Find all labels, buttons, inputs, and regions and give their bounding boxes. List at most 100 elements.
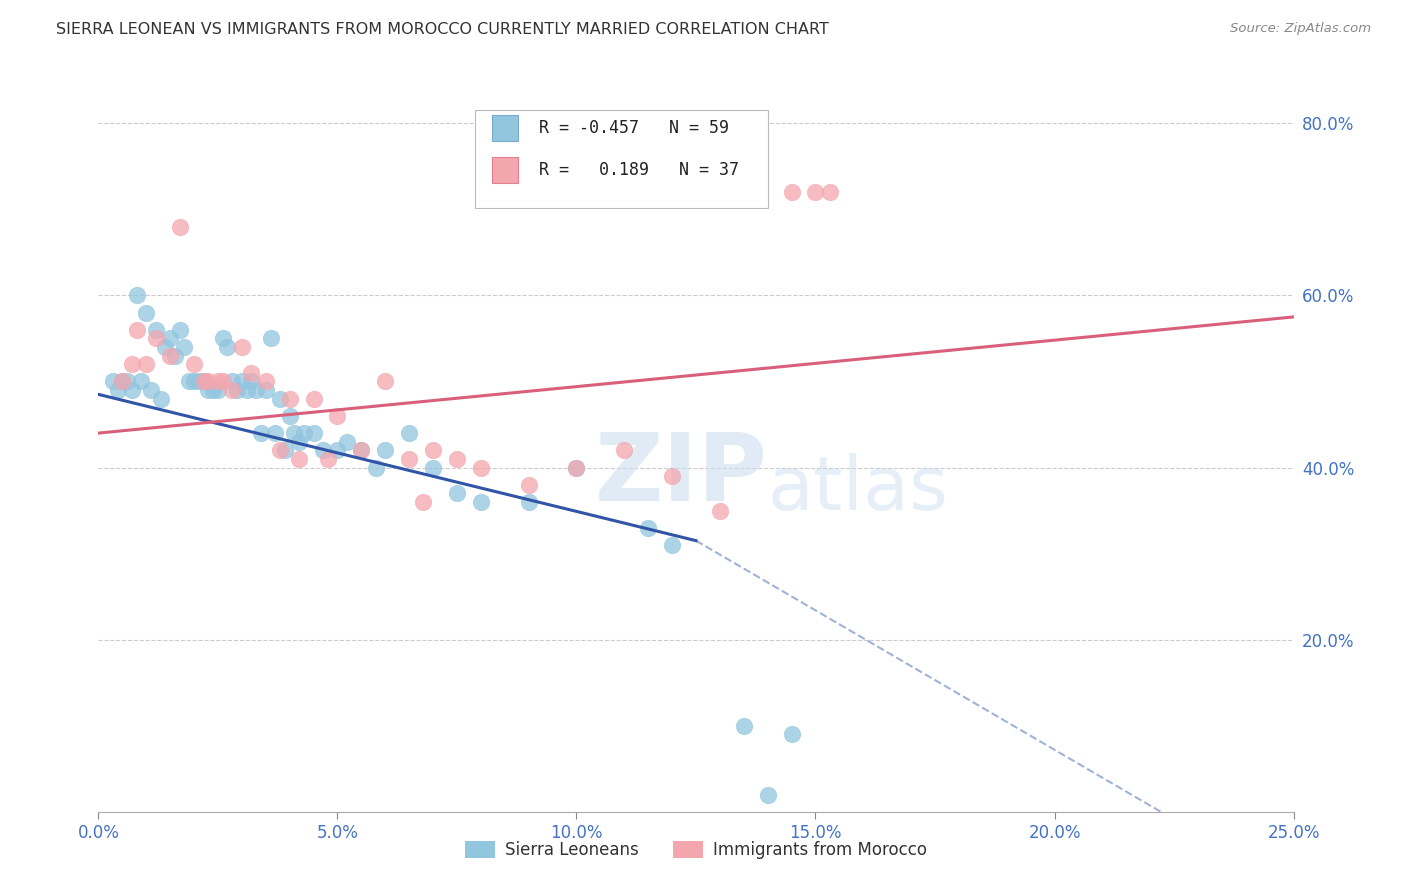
Point [202,383,225,397]
Point [661,469,683,483]
Point [193,375,215,389]
Point [197,383,219,397]
Point [231,375,253,389]
Point [517,495,540,509]
Point [302,392,325,406]
Point [145,323,167,337]
Point [183,357,205,371]
Point [470,495,492,509]
Point [264,426,287,441]
Text: R = -0.457   N = 59: R = -0.457 N = 59 [540,120,730,137]
Point [139,383,162,397]
Point [163,349,186,363]
Point [780,185,803,199]
Point [111,375,134,389]
Point [226,383,249,397]
Point [565,460,588,475]
Point [254,383,277,397]
Point [780,727,803,741]
Point [288,434,311,449]
Point [283,426,305,441]
Point [121,383,143,397]
Point [278,409,301,423]
Point [818,185,841,199]
Point [446,451,468,466]
Text: SIERRA LEONEAN VS IMMIGRANTS FROM MOROCCO CURRENTLY MARRIED CORRELATION CHART: SIERRA LEONEAN VS IMMIGRANTS FROM MOROCC… [56,22,830,37]
Point [155,340,177,354]
Point [183,375,205,389]
Point [398,426,420,441]
FancyBboxPatch shape [492,157,517,183]
Point [107,383,129,397]
Point [187,375,209,389]
Point [517,477,540,491]
Point [804,185,827,199]
Point [217,340,239,354]
Point [326,409,349,423]
Point [637,521,659,535]
Point [412,495,434,509]
Point [336,434,359,449]
Point [302,426,325,441]
Point [135,305,157,319]
Point [131,375,153,389]
Point [733,719,755,733]
Point [269,392,291,406]
Point [115,375,138,389]
Point [269,443,291,458]
Point [235,383,257,397]
Point [231,340,253,354]
Point [278,392,301,406]
Point [446,486,468,500]
Point [179,375,201,389]
Point [125,323,148,337]
Point [101,375,124,389]
Point [350,443,373,458]
Point [613,443,636,458]
FancyBboxPatch shape [492,115,517,141]
Point [326,443,349,458]
Point [274,443,297,458]
Point [312,443,335,458]
Point [245,383,267,397]
Point [254,375,277,389]
Point [374,443,396,458]
Point [211,331,233,345]
Point [756,788,779,802]
Point [169,323,191,337]
Point [374,375,396,389]
Point [240,366,263,380]
FancyBboxPatch shape [475,110,768,209]
Point [221,383,243,397]
Point [250,426,273,441]
Point [565,460,588,475]
Point [159,349,181,363]
Point [240,375,263,389]
Point [470,460,492,475]
Point [221,375,243,389]
Point [111,375,134,389]
Text: ZIP: ZIP [595,429,768,521]
Point [159,331,181,345]
Point [422,443,444,458]
Point [207,375,229,389]
Text: Source: ZipAtlas.com: Source: ZipAtlas.com [1230,22,1371,36]
Point [125,288,148,302]
Point [364,460,387,475]
Point [169,219,191,234]
Point [661,538,683,552]
Point [145,331,167,345]
Point [211,375,233,389]
Point [121,357,143,371]
Point [193,375,215,389]
Point [259,331,281,345]
Point [197,375,219,389]
Text: atlas: atlas [768,453,949,526]
Point [316,451,339,466]
Point [288,451,311,466]
Text: R =   0.189   N = 37: R = 0.189 N = 37 [540,161,740,178]
Point [135,357,157,371]
Legend: Sierra Leoneans, Immigrants from Morocco: Sierra Leoneans, Immigrants from Morocco [458,834,934,865]
Point [207,383,229,397]
Point [292,426,315,441]
